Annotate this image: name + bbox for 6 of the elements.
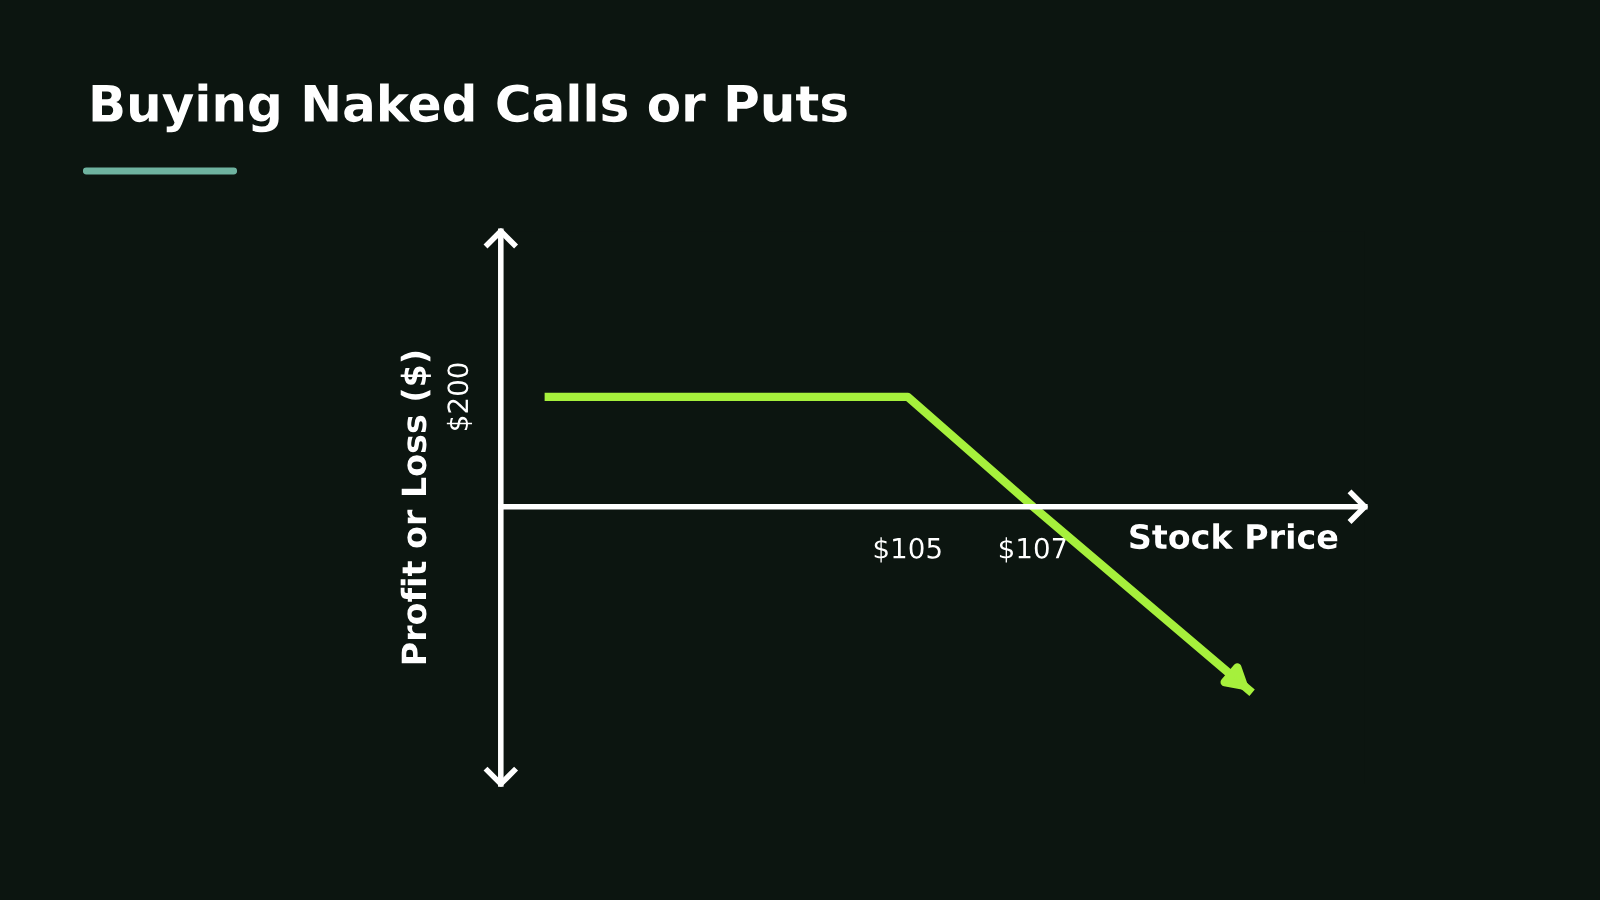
text: $200 bbox=[446, 363, 473, 430]
x-tick-label: $105 bbox=[874, 537, 941, 563]
x-tick-label: $107 bbox=[999, 537, 1066, 563]
x-axis-title: Stock Price bbox=[1130, 523, 1338, 550]
y-axis-title: Profit or Loss ($) bbox=[400, 351, 431, 664]
chart-title: Buying Naked Calls or Puts bbox=[92, 83, 847, 133]
